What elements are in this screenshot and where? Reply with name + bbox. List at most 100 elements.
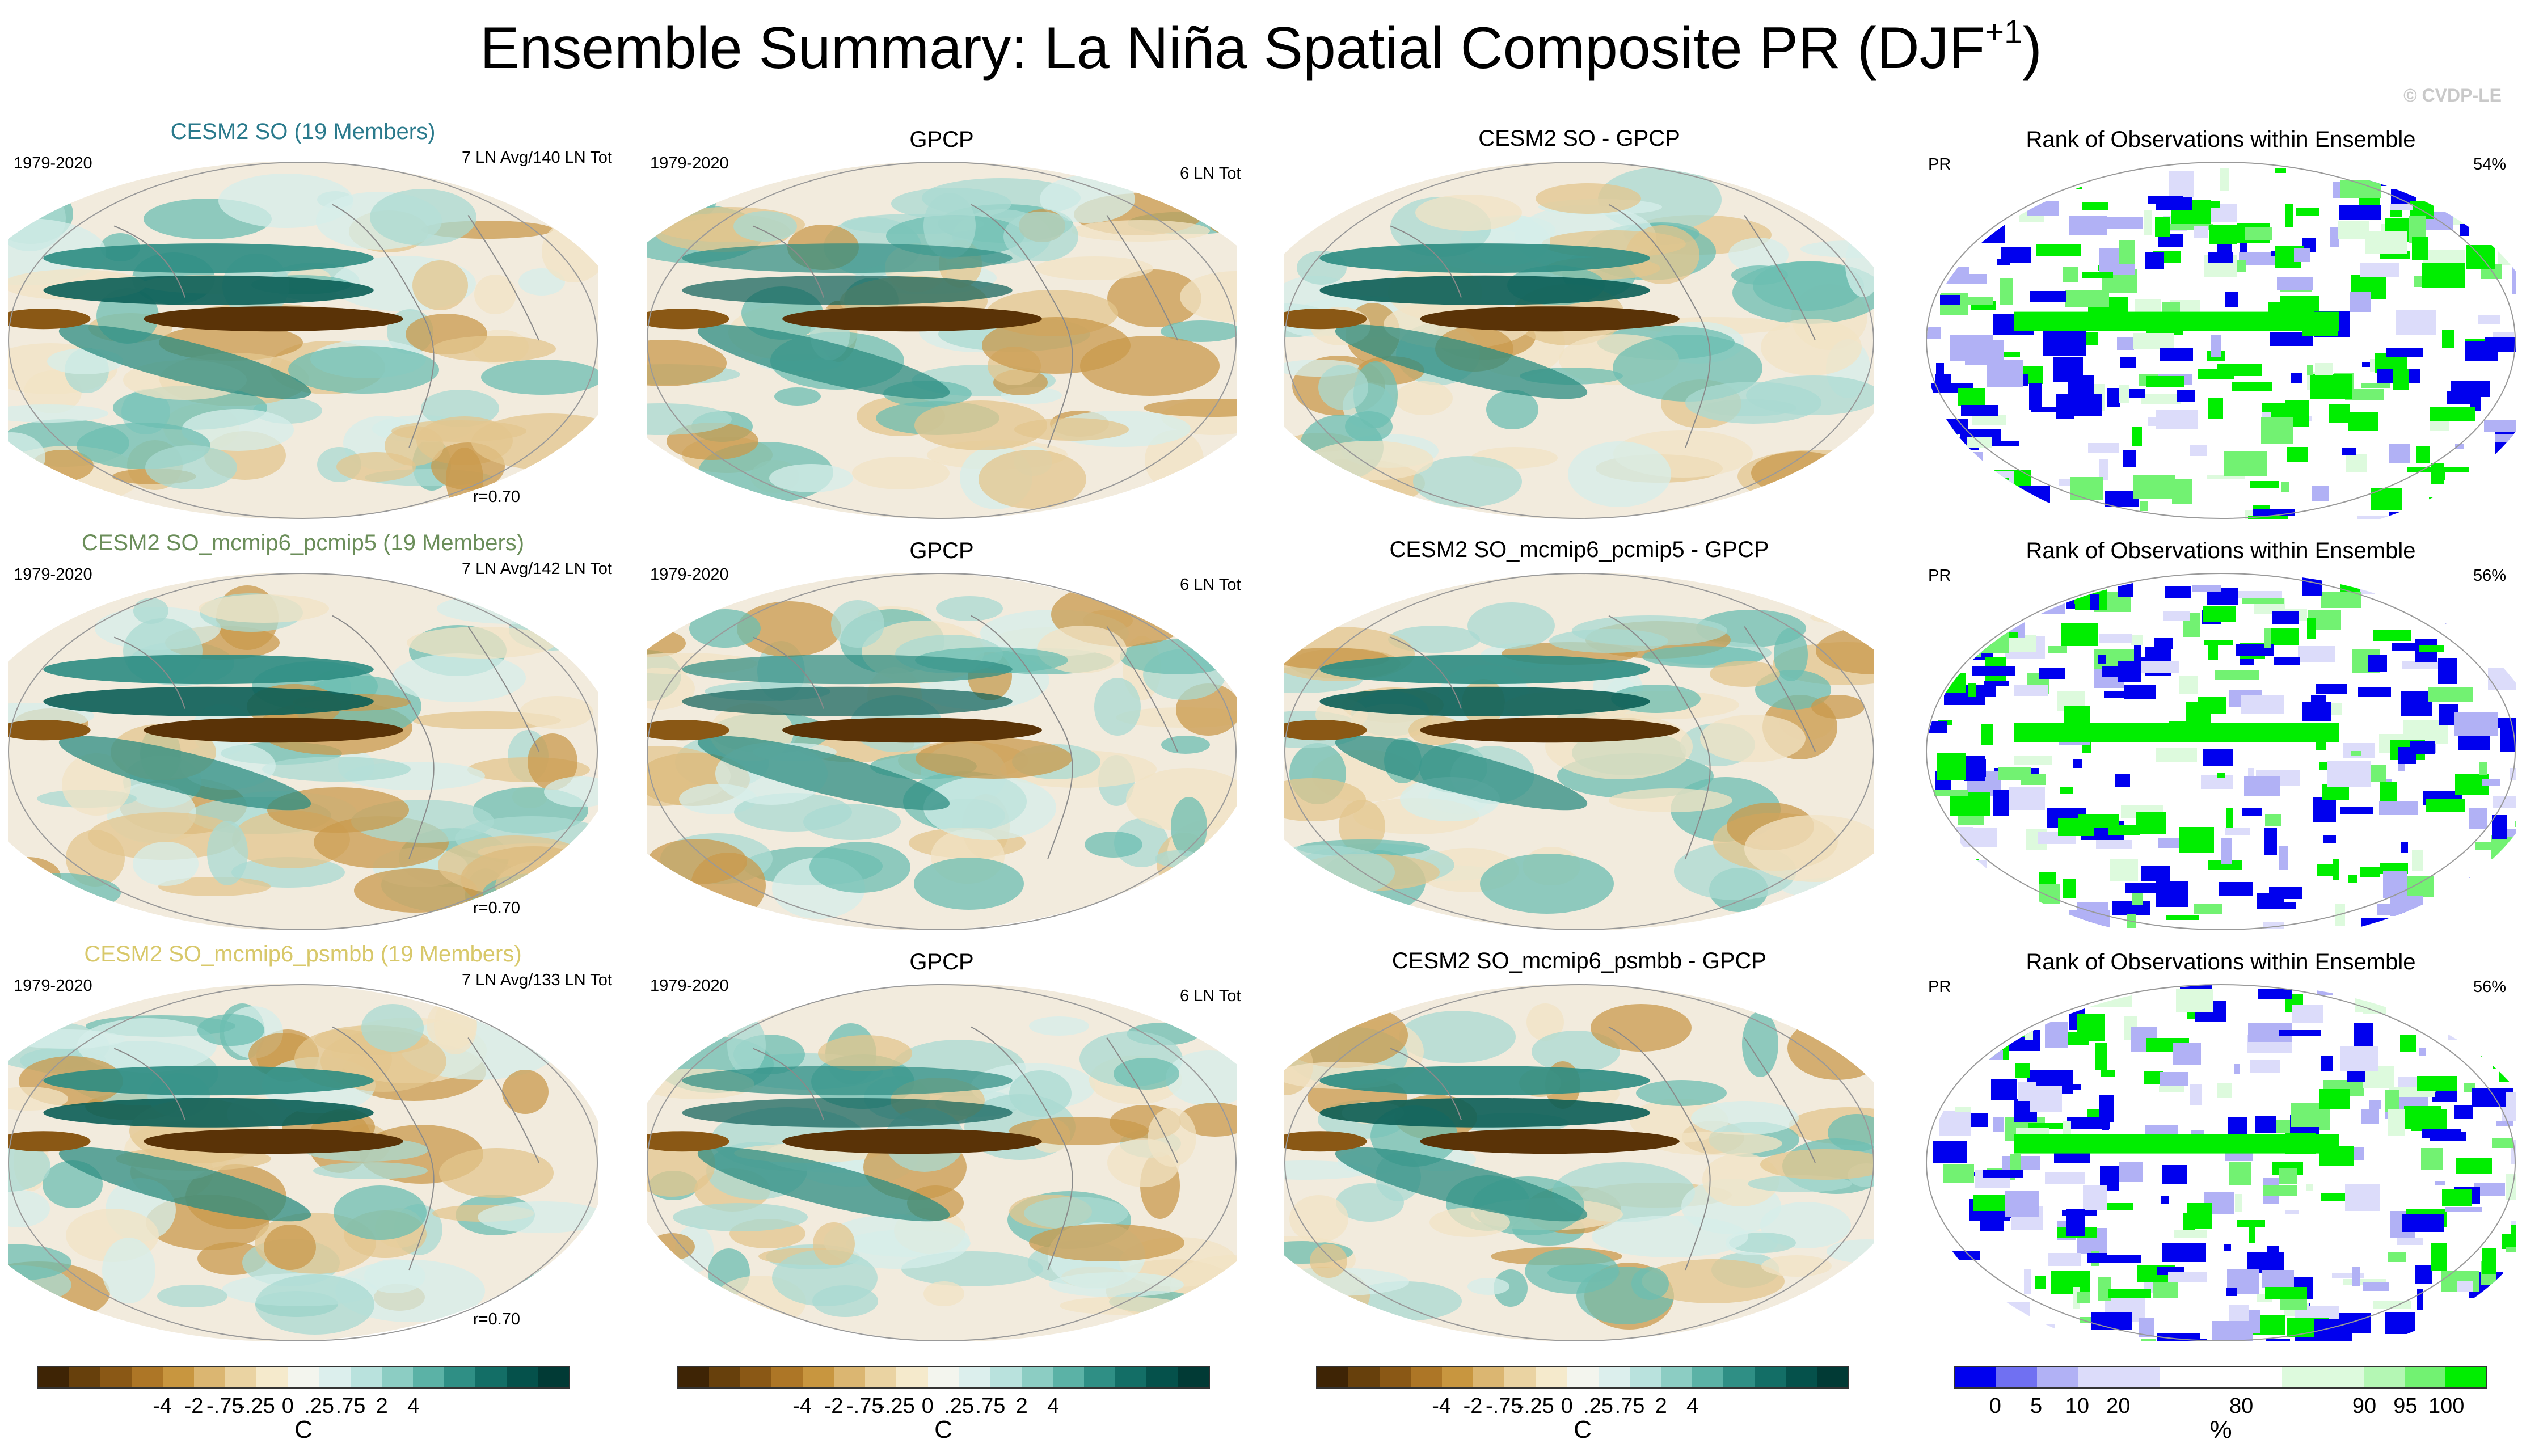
rank-variable: PR	[1928, 155, 1951, 174]
colorbar-swatch	[256, 1367, 288, 1387]
colorbar-tick-label: 4	[407, 1394, 420, 1418]
colorbar-tick-label: -4	[1432, 1394, 1452, 1418]
model-count: 7 LN Avg/142 LN Tot	[462, 560, 612, 578]
colorbar-tick-label: -.25	[1517, 1394, 1554, 1418]
colorbar-tick-label: -4	[153, 1394, 172, 1418]
colorbar-swatch	[927, 1367, 959, 1387]
model-composite-map	[8, 573, 598, 930]
colorbar-tick-label: -4	[792, 1394, 812, 1418]
colorbar-tick-label: 4	[1047, 1394, 1060, 1418]
rank-percent: 54%	[2473, 155, 2507, 174]
obs-composite-map	[647, 162, 1237, 519]
colorbar-swatch	[2078, 1367, 2119, 1387]
colorbar-swatch	[1178, 1367, 1209, 1387]
colorbar-swatch	[1536, 1367, 1567, 1387]
colorbar-tick-label: .25	[1583, 1394, 1614, 1418]
colorbar-unit: C	[934, 1416, 952, 1444]
colorbar-swatch	[1083, 1367, 1115, 1387]
colorbar-swatch	[1473, 1367, 1505, 1387]
model-panel-title: CESM2 SO_mcmip6_pcmip5 (19 Members)	[81, 530, 525, 555]
colorbar-unit: %	[2209, 1416, 2232, 1444]
colorbar-tick-label: 0	[921, 1394, 934, 1418]
colorbar-swatch	[2282, 1367, 2323, 1387]
colorbar-tick-label: 2	[376, 1394, 388, 1418]
colorbar-tick-label: 2	[1655, 1394, 1667, 1418]
colorbar-swatch	[2200, 1367, 2241, 1387]
colorbar-swatch	[2241, 1367, 2282, 1387]
model-panel-title: CESM2 SO_mcmip6_psmbb (19 Members)	[84, 942, 522, 967]
model-period: 1979-2020	[14, 565, 92, 584]
colorbar-swatch	[38, 1367, 70, 1387]
colorbar-swatch	[771, 1367, 803, 1387]
colorbar-swatch	[990, 1367, 1022, 1387]
model-composite-map	[8, 984, 598, 1341]
colorbar-tick-label: 0	[1561, 1394, 1573, 1418]
colorbar-swatch	[1785, 1367, 1817, 1387]
obs-count: 6 LN Tot	[1180, 576, 1241, 594]
colorbar-swatch	[1348, 1367, 1380, 1387]
colorbar-swatch	[100, 1367, 132, 1387]
rank-panel-title: Rank of Observations within Ensemble	[2026, 949, 2416, 974]
page-title: Ensemble Summary: La Niña Spatial Compos…	[480, 14, 2042, 81]
colorbar-swatch	[381, 1367, 413, 1387]
colorbar-swatch	[1598, 1367, 1630, 1387]
obs-period: 1979-2020	[650, 977, 729, 995]
colorbar-tick-label: 0	[281, 1394, 294, 1418]
copyright-label: © CVDP-LE	[2403, 85, 2502, 105]
colorbar-swatch	[803, 1367, 834, 1387]
difference-map	[1284, 573, 1874, 930]
difference-map	[1284, 984, 1874, 1341]
colorbar-swatch	[896, 1367, 928, 1387]
colorbar-tick-label: 100	[2428, 1394, 2465, 1418]
colorbar-swatch	[2445, 1367, 2486, 1387]
difference-map	[1284, 162, 1874, 519]
colorbar-tick-label: 10	[2065, 1394, 2090, 1418]
colorbar-swatch	[2405, 1367, 2445, 1387]
colorbar-swatch	[1629, 1367, 1661, 1387]
colorbar-swatch	[1996, 1367, 2037, 1387]
colorbar-tick-label: -.75	[846, 1394, 884, 1418]
colorbar-tick-label: 20	[2106, 1394, 2131, 1418]
colorbar-swatch	[1723, 1367, 1755, 1387]
colorbar-swatch	[1442, 1367, 1474, 1387]
colorbar-swatch	[1504, 1367, 1536, 1387]
colorbar-unit: C	[294, 1416, 313, 1444]
colorbar-swatch	[1567, 1367, 1599, 1387]
rank-percent: 56%	[2473, 978, 2507, 996]
colorbar-tick-label: -2	[184, 1394, 204, 1418]
colorbar-swatch	[2119, 1367, 2160, 1387]
colorbar-tick-label: -2	[824, 1394, 844, 1418]
colorbar-tick-label: .75	[335, 1394, 366, 1418]
model-composite-map	[8, 162, 598, 519]
obs-panel-title: GPCP	[909, 949, 974, 974]
colorbar-tick-label: .25	[944, 1394, 975, 1418]
colorbar-swatch	[132, 1367, 163, 1387]
colorbar-swatch	[709, 1367, 741, 1387]
rank-map	[1926, 162, 2516, 519]
colorbar-swatch	[1052, 1367, 1084, 1387]
colorbar-swatch	[1146, 1367, 1178, 1387]
colorbar-tick-label: 90	[2352, 1394, 2377, 1418]
anomaly-colorbar	[37, 1366, 570, 1389]
colorbar-tick-label: 80	[2229, 1394, 2254, 1418]
anomaly-colorbar	[677, 1366, 1210, 1389]
diff-panel-title: CESM2 SO_mcmip6_psmbb - GPCP	[1391, 948, 1767, 973]
colorbar-tick-label: -2	[1463, 1394, 1483, 1418]
colorbar-tick-label: 95	[2393, 1394, 2418, 1418]
colorbar-tick-label: -.25	[878, 1394, 915, 1418]
obs-composite-map	[647, 573, 1237, 930]
anomaly-colorbar	[1316, 1366, 1849, 1389]
colorbar-swatch	[1660, 1367, 1692, 1387]
colorbar-swatch	[1021, 1367, 1053, 1387]
colorbar-swatch	[1317, 1367, 1349, 1387]
colorbar-swatch	[1115, 1367, 1146, 1387]
obs-count: 6 LN Tot	[1180, 987, 1241, 1005]
colorbar-swatch	[194, 1367, 226, 1387]
colorbar-swatch	[163, 1367, 195, 1387]
colorbar-swatch	[538, 1367, 570, 1387]
model-count: 7 LN Avg/133 LN Tot	[462, 971, 612, 989]
model-panel-title: CESM2 SO (19 Members)	[170, 119, 436, 144]
diff-panel-title: CESM2 SO_mcmip6_pcmip5 - GPCP	[1389, 537, 1769, 562]
rank-variable: PR	[1928, 978, 1951, 996]
rank-map	[1926, 573, 2516, 930]
